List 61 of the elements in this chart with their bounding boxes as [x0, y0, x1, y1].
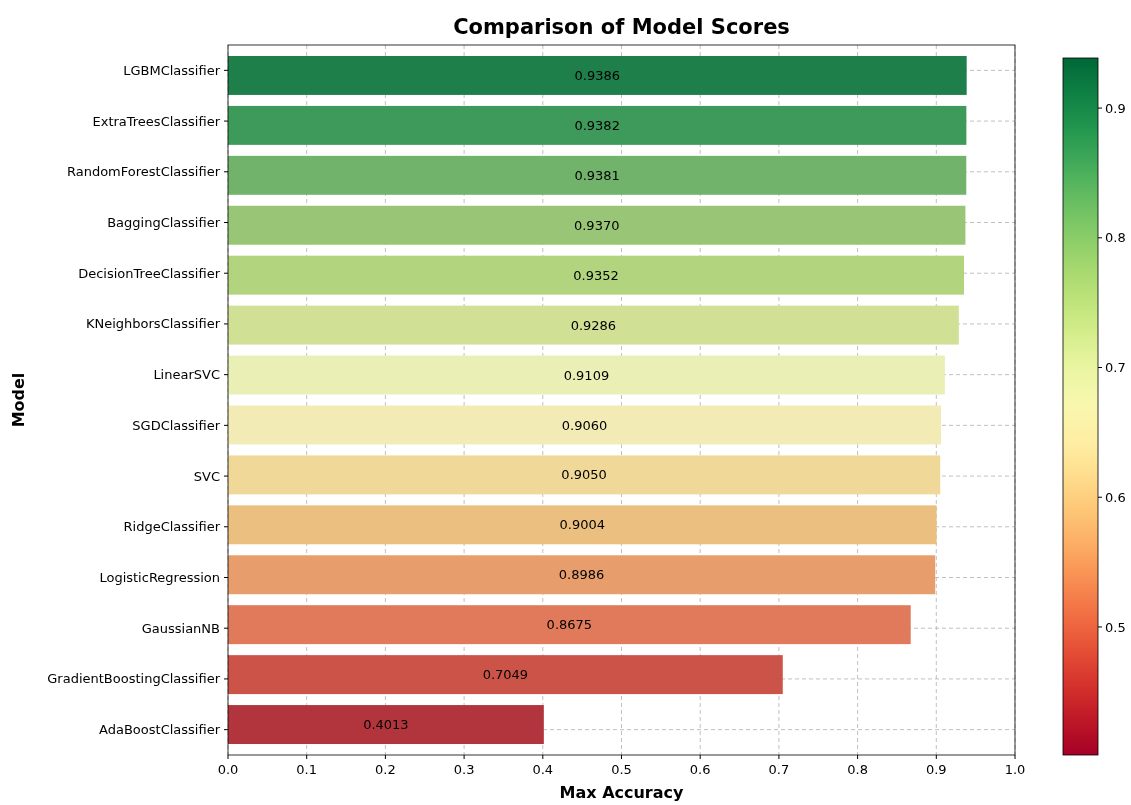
- x-axis-title: Max Accuracy: [559, 783, 685, 802]
- data-label: 0.9050: [561, 467, 607, 483]
- data-label: 0.7049: [482, 667, 529, 683]
- y-tick-label: KNeighborsClassifier: [85, 316, 221, 332]
- y-tick-label: RandomForestClassifier: [66, 164, 221, 180]
- bar: [228, 705, 544, 745]
- bar: [228, 455, 941, 495]
- bar: [228, 55, 967, 95]
- color-bar-label: 0.6: [1105, 489, 1126, 505]
- y-tick-label: LGBMClassifier: [123, 62, 221, 78]
- data-label: 0.9060: [561, 417, 608, 433]
- data-label: 0.9352: [573, 267, 619, 283]
- color-bar-label: 0.8: [1105, 230, 1126, 246]
- y-tick-label: BaggingClassifier: [107, 215, 221, 231]
- data-label: 0.4013: [363, 717, 409, 733]
- bar: [228, 255, 964, 295]
- bar: [228, 405, 942, 445]
- y-tick-label: GradientBoostingClassifier: [47, 671, 221, 687]
- data-label: 0.9004: [559, 517, 606, 533]
- x-tick-label: 0.0: [217, 762, 239, 777]
- data-label: 0.8675: [546, 617, 593, 633]
- bar: [228, 605, 911, 645]
- data-label: 0.9370: [573, 217, 620, 233]
- x-tick-label: 0.9: [925, 762, 947, 777]
- x-tick-label: 0.3: [453, 762, 475, 777]
- bar: [228, 305, 959, 345]
- chart-title: Comparison of Model Scores: [453, 15, 790, 39]
- bar: [228, 555, 936, 595]
- y-tick-label: RidgeClassifier: [123, 519, 221, 535]
- x-tick-label: 0.2: [375, 762, 396, 777]
- color-bar-label: 0.7: [1105, 360, 1126, 376]
- x-tick-label: 1.0: [1004, 762, 1026, 777]
- x-tick-label: 0.8: [847, 762, 868, 777]
- data-label: 0.9381: [574, 167, 620, 183]
- x-tick-label: 0.1: [296, 762, 318, 777]
- x-tick-label: 0.6: [689, 762, 711, 777]
- color-bar-label: 0.5: [1105, 619, 1126, 635]
- x-tick-label: 0.7: [768, 762, 790, 777]
- data-label: 0.9109: [563, 367, 610, 383]
- y-tick-label: SGDClassifier: [132, 417, 221, 433]
- y-tick-label: ExtraTreesClassifier: [92, 113, 221, 129]
- bar: [228, 355, 945, 395]
- data-label: 0.8986: [558, 567, 605, 583]
- x-tick-label: 0.4: [532, 762, 554, 777]
- bar: [228, 655, 783, 695]
- bar: [228, 105, 967, 145]
- x-tick-label: 0.5: [611, 762, 632, 777]
- y-tick-label: DecisionTreeClassifier: [78, 265, 221, 281]
- y-tick-label: LogisticRegression: [99, 570, 220, 586]
- data-label: 0.9386: [574, 68, 621, 84]
- bar: [228, 505, 937, 545]
- y-tick-label: GaussianNB: [141, 620, 220, 636]
- y-tick-label: LinearSVC: [153, 367, 220, 383]
- bar: [228, 155, 967, 195]
- data-label: 0.9286: [570, 317, 617, 333]
- y-tick-label: SVC: [193, 468, 220, 484]
- bar: [228, 205, 966, 245]
- data-label: 0.9382: [574, 117, 620, 133]
- y-tick-label: AdaBoostClassifier: [99, 722, 221, 738]
- y-axis-title: Model: [9, 372, 28, 428]
- color-bar-label: 0.9: [1105, 100, 1126, 116]
